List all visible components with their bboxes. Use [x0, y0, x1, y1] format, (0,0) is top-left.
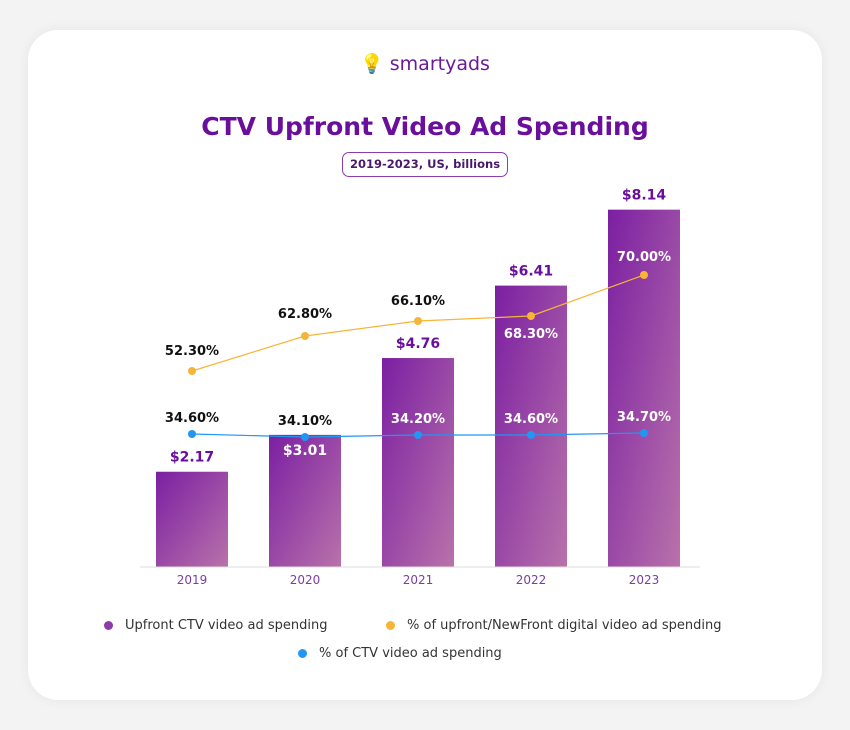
data-point [301, 433, 309, 441]
blue-point-label: 34.70% [617, 410, 671, 425]
legend-item-orange: % of upfront/NewFront digital video ad s… [386, 618, 721, 633]
bar-value-label: $3.01 [283, 443, 327, 459]
x-tick-label: 2019 [177, 573, 208, 587]
x-tick-label: 2020 [290, 573, 321, 587]
x-tick-label: 2023 [629, 573, 660, 587]
data-point [640, 429, 648, 437]
blue-point-label: 34.60% [504, 412, 558, 427]
chart-title: CTV Upfront Video Ad Spending [201, 112, 649, 141]
bar-value-label: $2.17 [170, 450, 214, 466]
blue-point-label: 34.10% [278, 414, 332, 429]
bar [156, 471, 228, 567]
lightbulb-icon: 💡 [360, 53, 384, 75]
x-tick-label: 2021 [403, 573, 434, 587]
data-point [188, 367, 196, 375]
data-point [414, 317, 422, 325]
data-point [301, 332, 309, 340]
legend-dot [298, 649, 307, 658]
bar-value-label: $4.76 [396, 336, 440, 352]
orange-point-label: 52.30% [165, 344, 219, 359]
legend-dot [386, 621, 395, 630]
bar-value-label: $8.14 [622, 188, 667, 204]
bar-value-label: $6.41 [509, 264, 553, 280]
orange-point-label: 68.30% [504, 327, 558, 342]
blue-point-label: 34.60% [165, 411, 219, 426]
x-tick-label: 2022 [516, 573, 547, 587]
orange-point-label: 66.10% [391, 294, 445, 309]
data-point [414, 431, 422, 439]
legend-item-bars: Upfront CTV video ad spending [104, 618, 327, 633]
data-point [527, 431, 535, 439]
data-point [640, 271, 648, 279]
orange-point-label: 70.00% [617, 250, 671, 265]
data-point [188, 430, 196, 438]
brand-logo: 💡 smartyads [360, 53, 490, 75]
legend-item-blue: % of CTV video ad spending [298, 646, 502, 661]
chart-subtitle-badge: 2019-2023, US, billions [342, 152, 508, 177]
blue-point-label: 34.20% [391, 412, 445, 427]
bar [495, 285, 567, 567]
bar [269, 434, 341, 567]
bar [382, 358, 454, 567]
bar [608, 209, 680, 568]
orange-point-label: 62.80% [278, 307, 332, 322]
legend-dot [104, 621, 113, 630]
data-point [527, 312, 535, 320]
